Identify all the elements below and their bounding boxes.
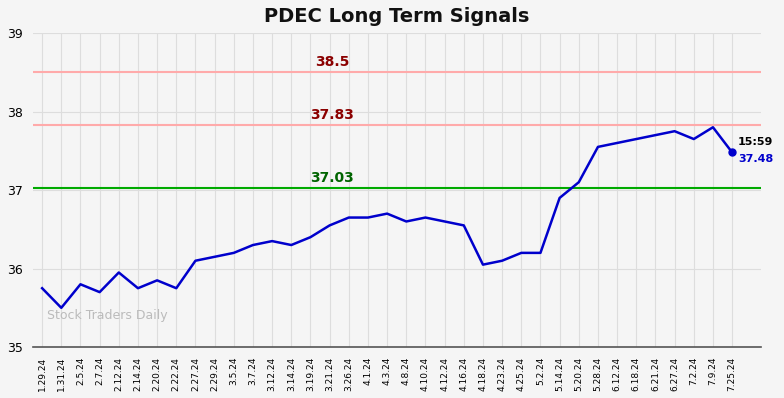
Text: 37.48: 37.48: [738, 154, 773, 164]
Text: Stock Traders Daily: Stock Traders Daily: [47, 309, 168, 322]
Text: 37.03: 37.03: [310, 171, 354, 185]
Text: 37.83: 37.83: [310, 108, 354, 122]
Title: PDEC Long Term Signals: PDEC Long Term Signals: [264, 7, 529, 26]
Text: 15:59: 15:59: [738, 137, 773, 147]
Text: 38.5: 38.5: [314, 55, 349, 69]
